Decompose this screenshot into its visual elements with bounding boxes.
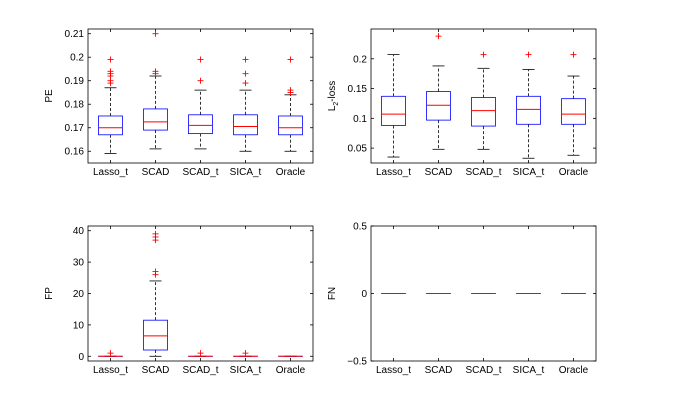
y-tick-label: 30 <box>73 258 85 269</box>
outlier-marker <box>107 56 114 63</box>
iqr-box <box>561 98 586 125</box>
y-tick-label: 20 <box>73 289 85 300</box>
y-tick-label: 0.05 <box>348 144 368 155</box>
box-Lasso_t <box>98 350 123 357</box>
outlier-marker <box>152 271 159 278</box>
y-tick-label: 0.2 <box>70 53 84 64</box>
panel-4: −0.5 0 0.5 Lasso_t SCAD SCAD_t SICA_t Oracle FN <box>327 222 597 376</box>
box-SCAD <box>426 33 451 150</box>
y-tick-label: 0.5 <box>353 222 367 233</box>
outlier-marker <box>152 30 159 37</box>
y-axis-label: PE <box>44 89 55 103</box>
outlier-marker <box>152 237 159 244</box>
box-Lasso_t <box>98 56 123 154</box>
y-tick-label: 0.19 <box>65 76 85 87</box>
y-axis-label: L2-loss <box>327 81 340 112</box>
outlier-marker <box>525 51 532 58</box>
x-tick-label: SCAD <box>425 167 453 178</box>
panel-1: 0.16 0.17 0.18 0.19 0.2 0.21 Lasso_t SCAD SCAD_t… <box>44 28 314 178</box>
x-tick-label: SCAD_t <box>465 365 501 376</box>
y-tick-label: 0 <box>361 289 367 300</box>
y-tick-label: 0 <box>78 352 84 363</box>
outlier-marker <box>480 51 487 58</box>
iqr-box <box>233 114 258 136</box>
outlier-marker <box>287 56 294 63</box>
panel-3: 0 10 20 30 40 Lasso_t SCAD SCAD_t SICA_t Oracle FP <box>44 225 314 376</box>
box-SCAD <box>143 230 168 357</box>
outlier-marker <box>197 350 204 357</box>
y-tick-label: 0.17 <box>65 123 85 134</box>
y-tick-label: 0.2 <box>353 54 367 65</box>
x-tick-label: Lasso_t <box>376 365 411 376</box>
x-tick-label: SCAD_t <box>182 167 218 178</box>
outlier-marker <box>197 77 204 84</box>
x-tick-label: SCAD <box>142 365 170 376</box>
x-tick-label: Lasso_t <box>376 167 411 178</box>
box-SCAD_t <box>188 56 213 150</box>
y-tick-label: 0.21 <box>65 29 85 40</box>
x-tick-label: Oracle <box>559 365 589 376</box>
x-tick-label: SICA_t <box>230 365 262 376</box>
x-tick-label: Oracle <box>276 365 306 376</box>
x-tick-label: SCAD_t <box>182 365 218 376</box>
box-Oracle <box>561 51 586 156</box>
outlier-marker <box>197 56 204 63</box>
y-tick-label: 10 <box>73 320 85 331</box>
outlier-marker <box>107 350 114 357</box>
x-tick-label: SICA_t <box>230 167 262 178</box>
x-tick-label: Oracle <box>276 167 306 178</box>
y-tick-label: 0.15 <box>348 84 368 95</box>
x-tick-label: SCAD <box>142 167 170 178</box>
iqr-box <box>381 95 406 126</box>
x-tick-label: SICA_t <box>513 167 545 178</box>
box-SCAD_t <box>188 350 213 357</box>
box-SICA_t <box>233 56 258 152</box>
y-axis-label: FN <box>327 287 338 300</box>
iqr-box <box>143 108 168 131</box>
panel-2: 0.05 0.1 0.15 0.2 Lasso_t SCAD SCAD_t SICA_t Ora… <box>327 28 597 178</box>
box-SCAD_t <box>471 51 496 150</box>
box-SICA_t <box>516 51 541 159</box>
box-Oracle <box>278 56 303 152</box>
x-tick-label: Oracle <box>559 167 589 178</box>
box-SICA_t <box>233 350 258 357</box>
x-tick-label: SCAD_t <box>465 167 501 178</box>
y-tick-label: 0.1 <box>353 114 367 125</box>
outlier-marker <box>152 70 159 77</box>
x-tick-label: Lasso_t <box>93 365 128 376</box>
y-tick-label: 40 <box>73 226 85 237</box>
x-tick-label: SCAD <box>425 365 453 376</box>
iqr-box <box>98 115 123 136</box>
box-SCAD <box>143 30 168 150</box>
outlier-marker <box>107 80 114 87</box>
y-tick-label: −0.5 <box>347 357 367 368</box>
x-tick-label: Lasso_t <box>93 167 128 178</box>
y-tick-label: 0.16 <box>65 147 85 158</box>
y-axis-label: FP <box>44 287 55 300</box>
iqr-box <box>188 114 213 135</box>
box-Lasso_t <box>381 54 406 158</box>
iqr-box <box>278 115 303 136</box>
iqr-box <box>516 95 541 125</box>
outlier-marker <box>570 51 577 58</box>
iqr-box <box>143 319 168 351</box>
x-tick-label: SICA_t <box>513 365 545 376</box>
iqr-box <box>471 97 496 127</box>
outlier-marker <box>287 89 294 96</box>
iqr-box <box>426 91 451 121</box>
outlier-marker <box>242 80 249 87</box>
outlier-marker <box>242 70 249 77</box>
outlier-marker <box>242 56 249 63</box>
y-tick-label: 0.18 <box>65 100 85 111</box>
outlier-marker <box>242 350 249 357</box>
outlier-marker <box>435 33 442 40</box>
